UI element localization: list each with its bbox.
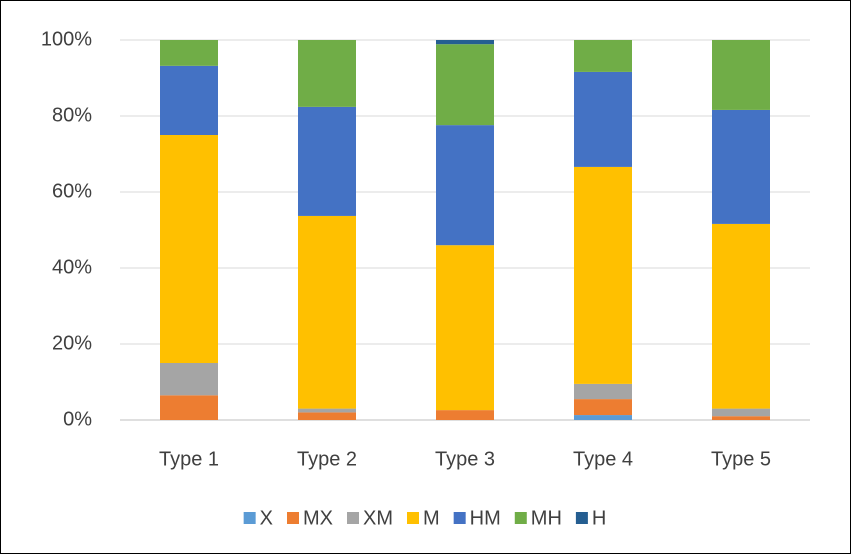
y-tick-label: 0%: [63, 408, 92, 430]
bar-segment: [712, 109, 770, 224]
bar-segment: [574, 166, 632, 384]
y-tick-label: 80%: [52, 104, 92, 126]
legend-swatch: [453, 512, 466, 524]
bar-segment: [436, 410, 494, 420]
bar-segment: [298, 40, 356, 107]
legend-label: MH: [531, 507, 562, 529]
legend-label: X: [260, 507, 273, 529]
bar-segment: [574, 40, 632, 72]
bar-segment: [436, 44, 494, 126]
legend-swatch: [243, 512, 256, 524]
legend-label: H: [592, 507, 606, 529]
bar-segment: [160, 395, 218, 420]
x-tick-label: Type 5: [711, 448, 771, 470]
legend-swatch: [407, 512, 419, 524]
bar-segment: [160, 65, 218, 135]
legend-swatch: [347, 512, 359, 524]
bar-segment: [298, 412, 356, 420]
bar-segment: [574, 71, 632, 167]
x-tick-label: Type 1: [159, 448, 219, 470]
legend-label: XM: [363, 507, 393, 529]
legend-label: HM: [470, 507, 501, 529]
legend-swatch: [287, 512, 299, 524]
y-tick-label: 100%: [41, 28, 92, 50]
bar-segment: [574, 383, 632, 400]
bar-segment: [436, 125, 494, 246]
bar-segment: [574, 399, 632, 416]
bar-segment: [436, 40, 494, 45]
bar-segment: [160, 135, 218, 363]
bar-segment: [298, 408, 356, 413]
legend-swatch: [575, 512, 588, 524]
bar-segment: [436, 245, 494, 411]
bar-segment: [574, 415, 632, 420]
bar-segment: [298, 215, 356, 409]
bar-segment: [160, 40, 218, 66]
legend-label: MX: [303, 507, 333, 529]
y-tick-label: 40%: [52, 256, 92, 278]
bar-segment: [298, 106, 356, 216]
y-tick-label: 20%: [52, 332, 92, 354]
bar-segment: [712, 40, 770, 110]
x-tick-label: Type 2: [297, 448, 357, 470]
bar-segment: [712, 223, 770, 409]
x-tick-label: Type 3: [435, 448, 495, 470]
bar-segment: [712, 408, 770, 417]
legend-swatch: [514, 512, 527, 524]
x-tick-label: Type 4: [573, 448, 633, 470]
legend-label: M: [423, 507, 440, 529]
bar-segment: [712, 416, 770, 420]
bar-segment: [160, 363, 218, 396]
y-tick-label: 60%: [52, 180, 92, 202]
